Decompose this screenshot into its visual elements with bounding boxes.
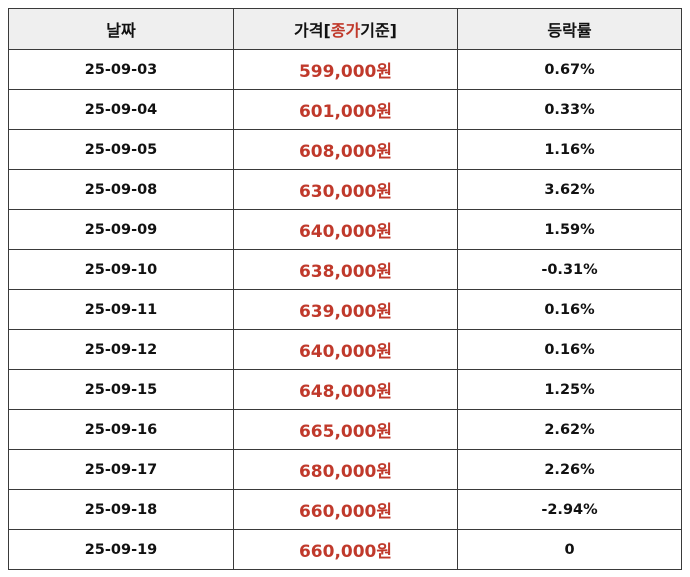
date-cell: 25-09-11 <box>8 289 234 330</box>
table-row: 25-09-17 680,000원 2.26% <box>8 449 682 490</box>
rate-cell: 1.25% <box>457 369 682 410</box>
price-table: 날짜 가격[종가기준] 등락률 25-09-03 599,000원 0.67% … <box>8 8 682 570</box>
table-row: 25-09-16 665,000원 2.62% <box>8 409 682 450</box>
date-cell: 25-09-09 <box>8 209 234 250</box>
header-date: 날짜 <box>8 8 234 50</box>
price-table-container: 날짜 가격[종가기준] 등락률 25-09-03 599,000원 0.67% … <box>8 8 682 570</box>
price-cell: 599,000원 <box>233 49 458 90</box>
date-cell: 25-09-18 <box>8 489 234 530</box>
rate-cell: 3.62% <box>457 169 682 210</box>
header-price-suffix: 기준] <box>360 21 397 40</box>
price-cell: 648,000원 <box>233 369 458 410</box>
rate-cell: 0.16% <box>457 329 682 370</box>
table-row: 25-09-03 599,000원 0.67% <box>8 49 682 90</box>
price-cell: 638,000원 <box>233 249 458 290</box>
table-row: 25-09-11 639,000원 0.16% <box>8 289 682 330</box>
table-row: 25-09-09 640,000원 1.59% <box>8 209 682 250</box>
date-cell: 25-09-04 <box>8 89 234 130</box>
date-cell: 25-09-17 <box>8 449 234 490</box>
price-cell: 660,000원 <box>233 489 458 530</box>
rate-cell: 0.16% <box>457 289 682 330</box>
rate-cell: 1.16% <box>457 129 682 170</box>
table-row: 25-09-15 648,000원 1.25% <box>8 369 682 410</box>
date-cell: 25-09-05 <box>8 129 234 170</box>
price-cell: 639,000원 <box>233 289 458 330</box>
price-cell: 608,000원 <box>233 129 458 170</box>
price-cell: 665,000원 <box>233 409 458 450</box>
rate-cell: -2.94% <box>457 489 682 530</box>
header-price-prefix: 가격[ <box>294 21 331 40</box>
header-rate: 등락률 <box>457 8 682 50</box>
price-cell: 640,000원 <box>233 209 458 250</box>
table-row: 25-09-18 660,000원 -2.94% <box>8 489 682 530</box>
date-cell: 25-09-19 <box>8 529 234 570</box>
rate-cell: -0.31% <box>457 249 682 290</box>
date-cell: 25-09-08 <box>8 169 234 210</box>
table-row: 25-09-10 638,000원 -0.31% <box>8 249 682 290</box>
date-cell: 25-09-03 <box>8 49 234 90</box>
date-cell: 25-09-10 <box>8 249 234 290</box>
rate-cell: 2.62% <box>457 409 682 450</box>
price-cell: 601,000원 <box>233 89 458 130</box>
table-header-row: 날짜 가격[종가기준] 등락률 <box>8 8 682 50</box>
header-price-highlight: 종가 <box>330 21 361 40</box>
price-cell: 640,000원 <box>233 329 458 370</box>
rate-cell: 0 <box>457 529 682 570</box>
table-row: 25-09-08 630,000원 3.62% <box>8 169 682 210</box>
table-row: 25-09-19 660,000원 0 <box>8 529 682 570</box>
date-cell: 25-09-16 <box>8 409 234 450</box>
rate-cell: 1.59% <box>457 209 682 250</box>
header-price: 가격[종가기준] <box>233 8 458 50</box>
table-row: 25-09-05 608,000원 1.16% <box>8 129 682 170</box>
price-cell: 630,000원 <box>233 169 458 210</box>
price-cell: 680,000원 <box>233 449 458 490</box>
rate-cell: 2.26% <box>457 449 682 490</box>
date-cell: 25-09-15 <box>8 369 234 410</box>
table-row: 25-09-12 640,000원 0.16% <box>8 329 682 370</box>
rate-cell: 0.67% <box>457 49 682 90</box>
date-cell: 25-09-12 <box>8 329 234 370</box>
rate-cell: 0.33% <box>457 89 682 130</box>
price-cell: 660,000원 <box>233 529 458 570</box>
table-row: 25-09-04 601,000원 0.33% <box>8 89 682 130</box>
